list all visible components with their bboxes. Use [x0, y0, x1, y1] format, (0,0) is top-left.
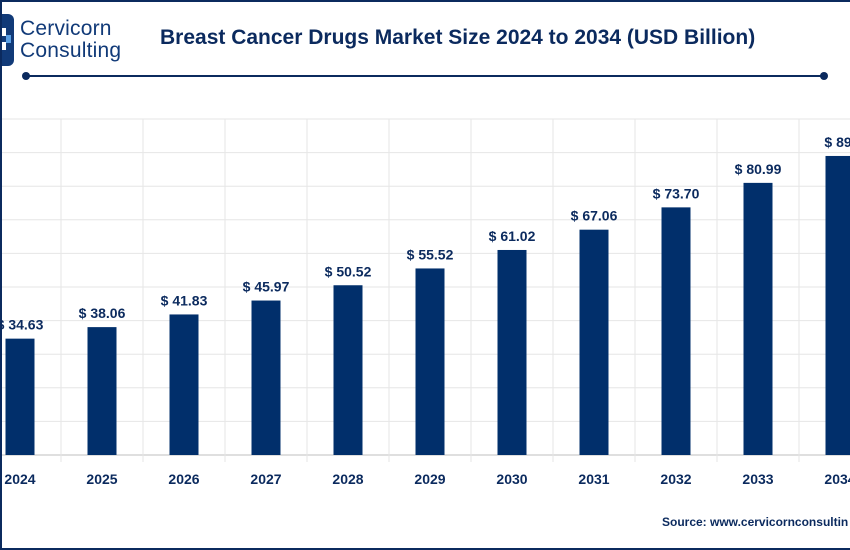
- value-label-2025: $ 38.06: [79, 305, 126, 321]
- bar-2032: [661, 207, 691, 455]
- x-tick-2024: 2024: [4, 471, 35, 487]
- brand-name-line2: Consulting: [20, 39, 122, 62]
- x-tick-2028: 2028: [332, 471, 363, 487]
- value-label-2034: $ 89.: [824, 134, 850, 150]
- chart-title: Breast Cancer Drugs Market Size 2024 to …: [160, 26, 756, 49]
- divider-left-dot: [22, 72, 30, 80]
- value-label-2033: $ 80.99: [735, 161, 782, 177]
- value-label-2026: $ 41.83: [161, 292, 208, 308]
- bar-2026: [169, 314, 199, 455]
- value-label-2024: $ 34.63: [0, 317, 44, 333]
- bar-2030: [497, 249, 527, 455]
- value-label-2031: $ 67.06: [571, 208, 618, 224]
- value-label-2030: $ 61.02: [489, 228, 536, 244]
- source-note: Source: www.cervicornconsultin: [662, 515, 849, 529]
- value-labels: $ 34.63 $ 38.06 $ 41.83 $ 45.97 $ 50.52 $ 55.…: [0, 134, 850, 333]
- value-label-2029: $ 55.52: [407, 246, 454, 262]
- brand-logo: Cervicorn Consulting: [0, 14, 121, 66]
- divider-right-dot: [820, 72, 828, 80]
- value-label-2027: $ 45.97: [243, 279, 290, 295]
- bar-2027: [251, 300, 281, 455]
- x-tick-2034: 2034: [824, 471, 850, 487]
- brand-name-line1: Cervicorn: [20, 17, 112, 40]
- value-label-2032: $ 73.70: [653, 185, 700, 201]
- x-axis-ticks: 2024 2025 2026 2027 2028 2029 2030 2031 2032 2033…: [4, 471, 850, 487]
- x-tick-2030: 2030: [496, 471, 527, 487]
- bar-2033: [743, 182, 773, 455]
- x-tick-2026: 2026: [168, 471, 199, 487]
- bar-2034: [825, 155, 850, 455]
- x-tick-2029: 2029: [414, 471, 445, 487]
- x-tick-2033: 2033: [742, 471, 773, 487]
- x-tick-2032: 2032: [660, 471, 691, 487]
- bar-2028: [333, 285, 363, 455]
- x-tick-2025: 2025: [86, 471, 117, 487]
- bar-2031: [579, 229, 609, 455]
- value-label-2028: $ 50.52: [325, 263, 372, 279]
- x-tick-2031: 2031: [578, 471, 609, 487]
- bar-2025: [87, 327, 117, 455]
- title-divider: [22, 72, 828, 80]
- x-tick-2027: 2027: [250, 471, 281, 487]
- bar-2029: [415, 268, 445, 455]
- bars: [5, 155, 850, 455]
- bar-2024: [5, 338, 35, 455]
- brand-mark-icon: [0, 14, 14, 66]
